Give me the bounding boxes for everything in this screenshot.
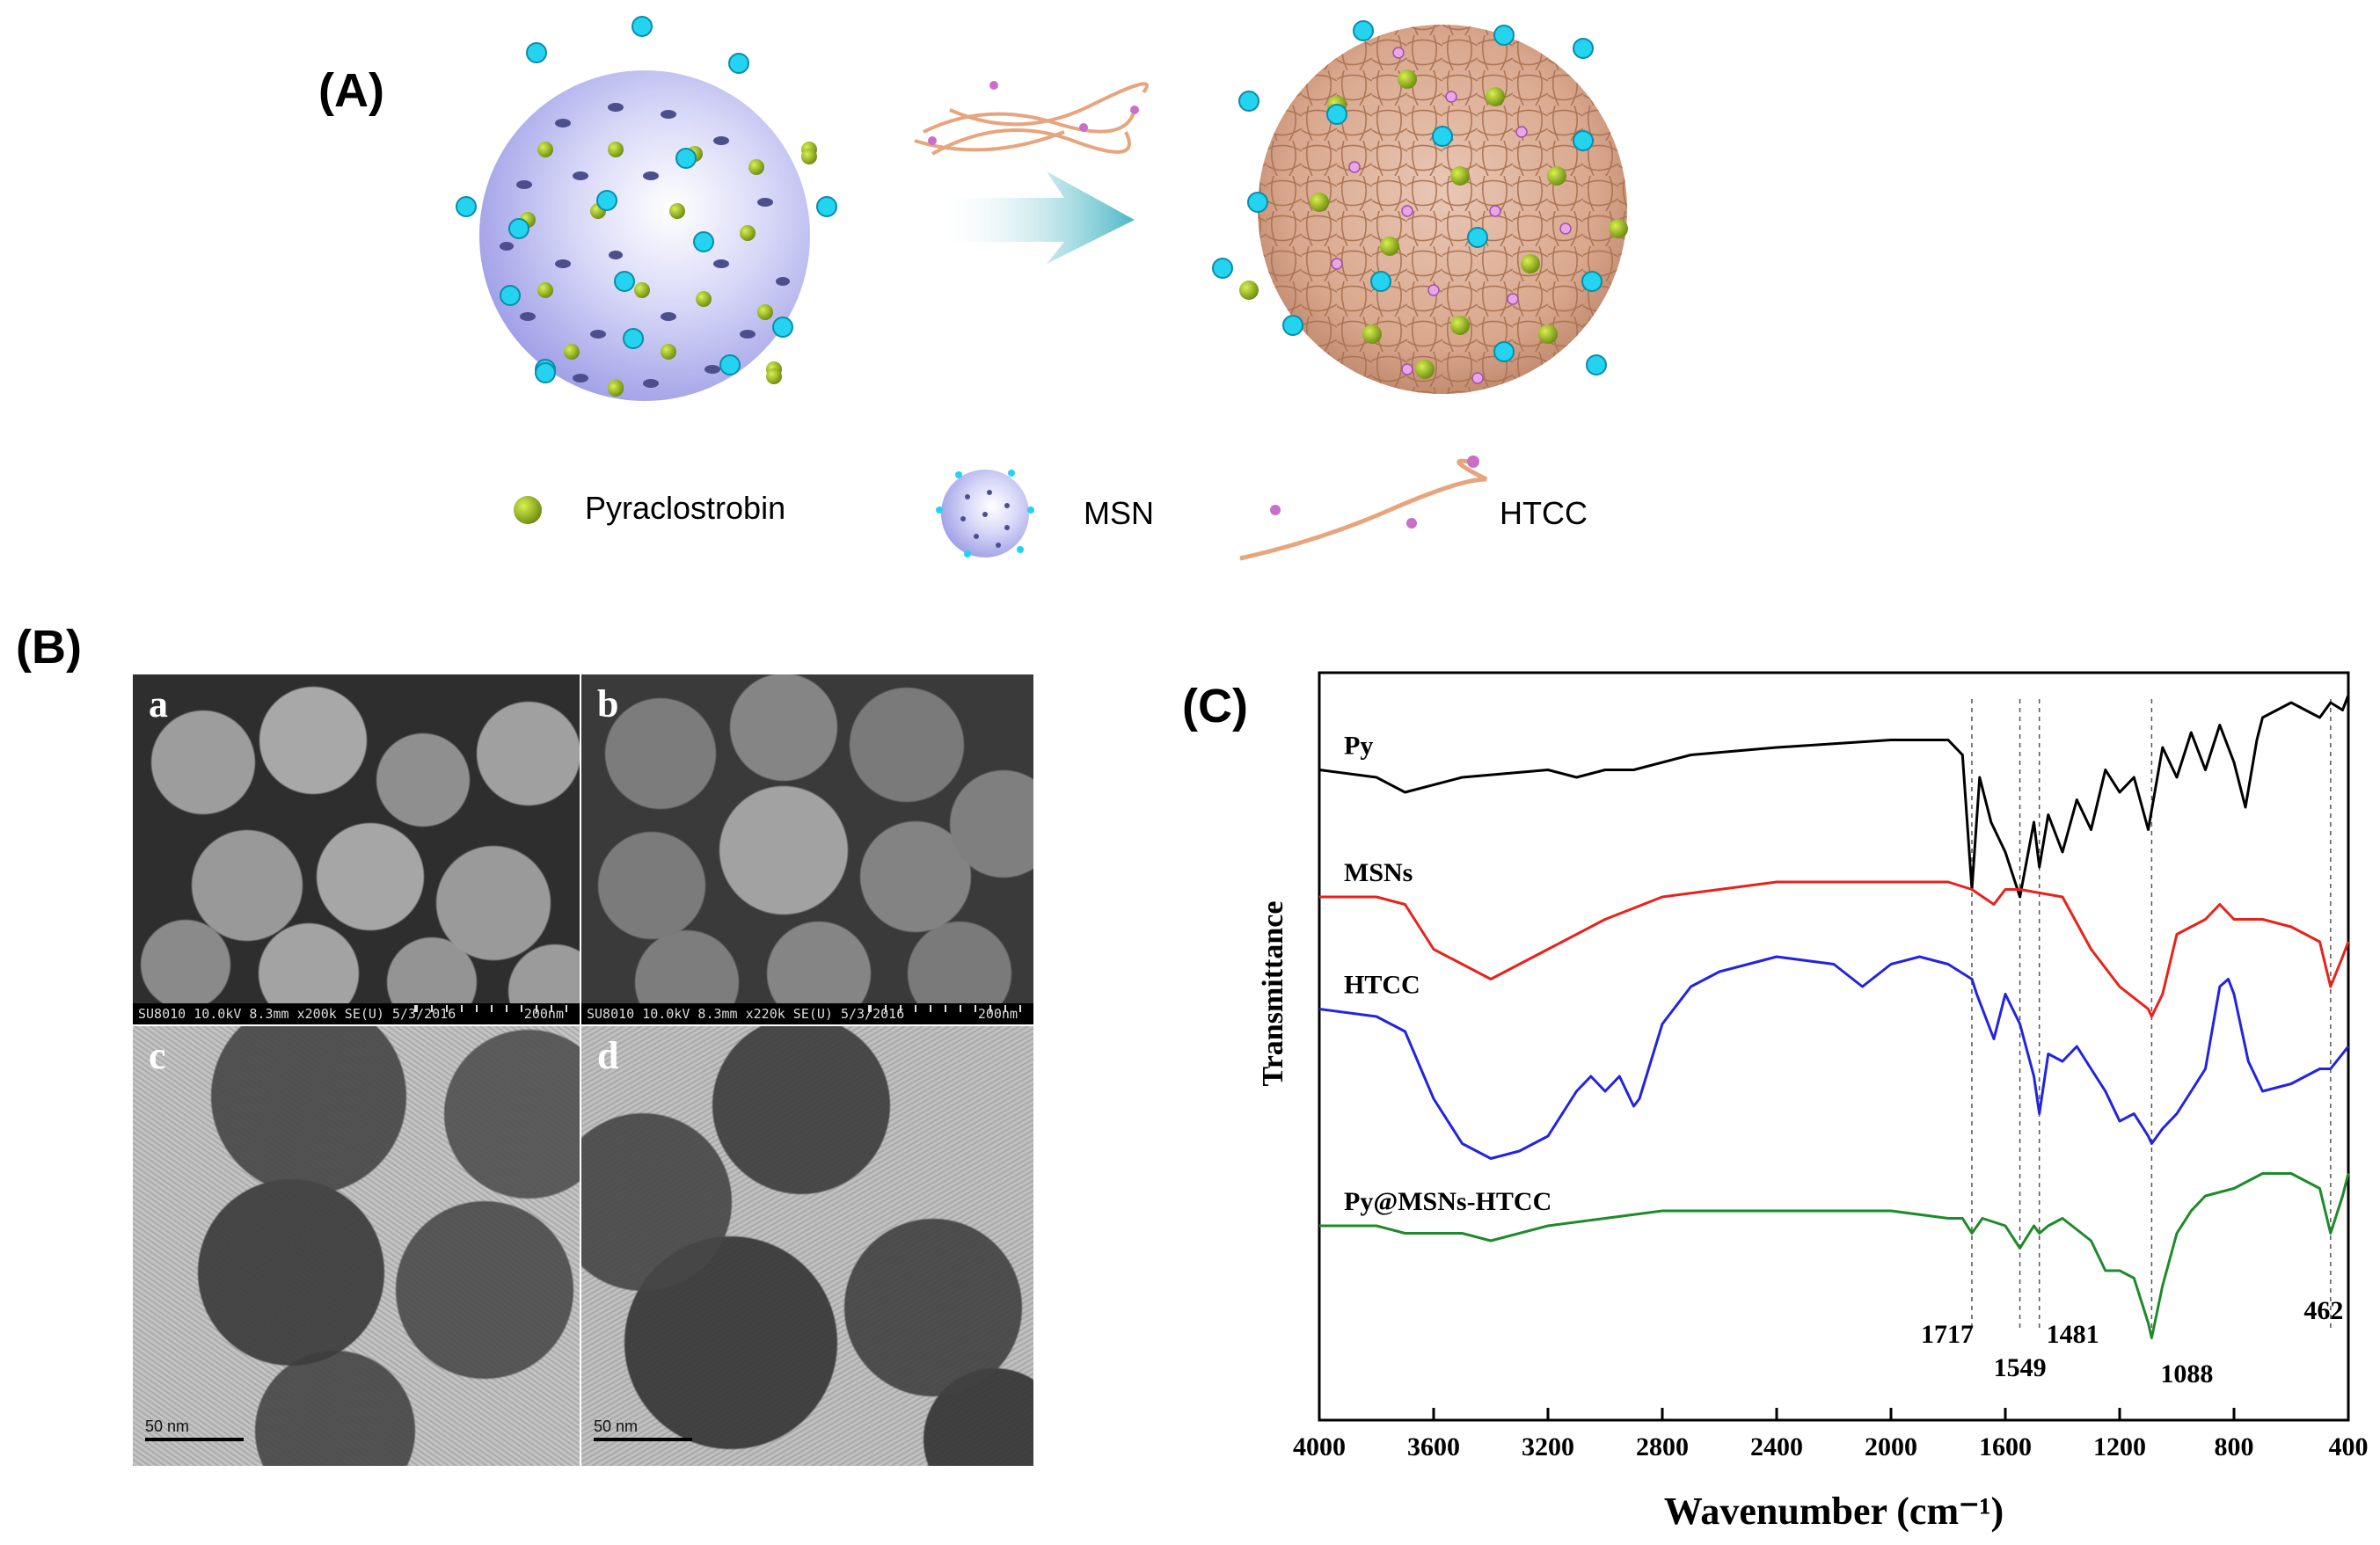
ftir-series-line-2 [1318,955,2350,1160]
ftir-peak-annotation: 1088 [2160,1359,2213,1388]
msn-pores [500,103,790,388]
sem-b-scale-ticks [868,1005,1021,1012]
htcc-legend-icon [1239,455,1488,561]
ftir-x-tick-label: 3600 [1407,1432,1460,1461]
sem-a-letter: a [149,682,168,725]
ftir-series-label: HTCC [1344,971,1420,1000]
htcc-chains [914,81,1149,156]
pyraclostrobin-legend-label: Pyraclostrobin [585,490,786,526]
coated-sphere [1212,20,1628,394]
tem-image-c: c 50 nm [133,1026,580,1466]
sem-a-scale-ticks [414,1005,567,1012]
ftir-peak-annotation: 1481 [2047,1320,2099,1349]
ftir-series [1318,694,2350,1339]
ftir-series-line-3 [1319,1172,2350,1339]
ftir-series-label: Py [1344,732,1373,761]
panel-b-label: (B) [16,621,82,674]
ftir-series-label: Py@MSNs-HTCC [1344,1187,1551,1216]
pyraclostrobin-legend-icon [514,496,542,524]
panel-a-label: (A) [318,64,384,117]
tem-d-scale: 50 nm [594,1417,639,1435]
tem-d-scale-bar: 50 nm [594,1417,692,1441]
panel-a-schematic [456,16,1628,561]
ftir-x-ticks: 4000 3600 3200 2800 2400 2000 1600 1200 800 400 [1293,1408,2369,1461]
sem-b-info: SU8010 10.0kV 8.3mm x220k SE(U) 5/3/2016 [587,1006,905,1022]
ftir-x-tick-label: 2800 [1636,1432,1689,1461]
ftir-x-tick-label: 800 [2215,1432,2254,1461]
ftir-series-line-0 [1318,694,2350,899]
sem-a-info: SU8010 10.0kV 8.3mm x200k SE(U) 5/3/2016 [138,1006,456,1022]
msn-legend-icon [936,470,1034,558]
tem-c-scale: 50 nm [145,1417,190,1435]
ftir-x-tick-label: 4000 [1293,1432,1346,1461]
htcc-legend-label: HTCC [1500,495,1588,531]
sem-b-scale: 200nm [977,1006,1018,1022]
ftir-plot-frame [1318,671,2350,1422]
ftir-x-tick-label: 1600 [1979,1432,2032,1461]
sem-image-a: a SU8010 10.0kV 8.3mm x200k SE(U) 5/3/20… [133,674,580,1024]
msn-sphere [456,16,837,401]
tem-c-letter: c [149,1034,166,1077]
msn-legend-label: MSN [1084,495,1154,531]
sem-b-letter: b [597,682,619,725]
ftir-peak-annotation: 1549 [1994,1353,2047,1382]
tem-d-letter: d [597,1034,619,1077]
ftir-series-labels: Py MSNs HTCC Py@MSNs-HTCC [1344,732,1551,1217]
sem-b-info-bar: SU8010 10.0kV 8.3mm x220k SE(U) 5/3/2016… [581,1003,1033,1024]
ftir-series-label: MSNs [1344,858,1413,887]
tem-c-scale-bar: 50 nm [145,1417,244,1441]
ftir-y-axis-label: Transmittance [1257,901,1289,1087]
sem-a-scale: 200nm [523,1006,564,1022]
reaction-arrow [932,171,1135,264]
ftir-x-axis-label: Wavenumber (cm⁻¹) [1664,1490,2004,1533]
ftir-peak-annotation: 1717 [1921,1320,1974,1349]
tem-image-d: d 50 nm [581,1026,1033,1466]
ftir-peak-annotation: 462 [2303,1296,2343,1325]
ftir-x-tick-label: 2000 [1865,1432,1917,1461]
ftir-series-line-1 [1319,880,2350,1018]
ftir-x-tick-label: 400 [2329,1432,2369,1461]
panel-c-label: (C) [1182,680,1248,732]
ftir-x-tick-label: 3200 [1522,1432,1574,1461]
ftir-x-tick-label: 1200 [2093,1432,2146,1461]
sem-a-info-bar: SU8010 10.0kV 8.3mm x200k SE(U) 5/3/2016… [133,1003,580,1024]
ftir-x-tick-label: 2400 [1750,1432,1803,1461]
sem-image-b: b SU8010 10.0kV 8.3mm x220k SE(U) 5/3/20… [581,674,1033,1024]
ftir-reference-lines [1971,699,2332,1332]
